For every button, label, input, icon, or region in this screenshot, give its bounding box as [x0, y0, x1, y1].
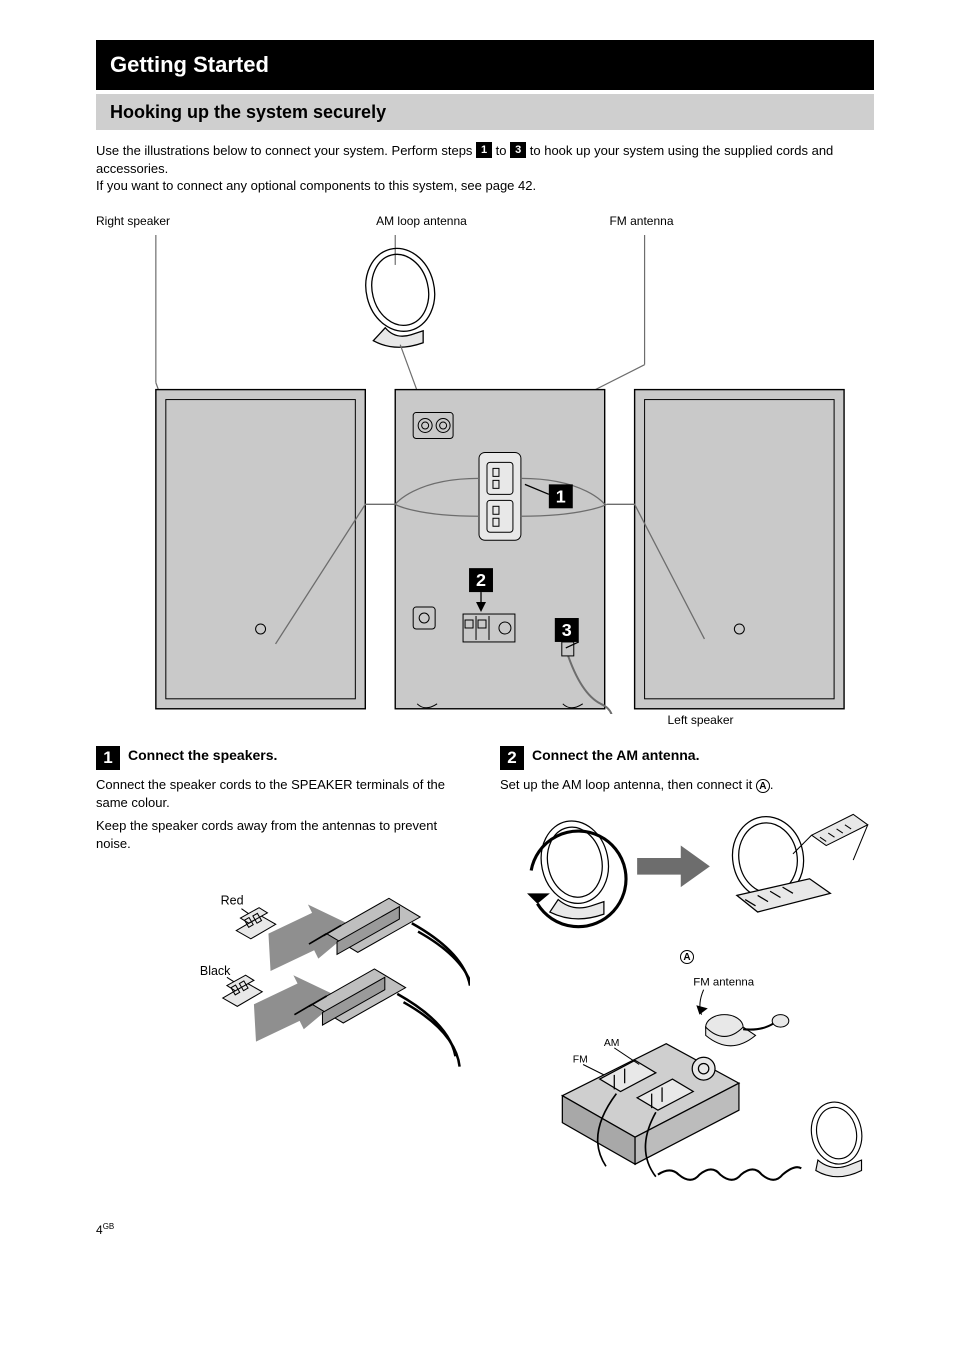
section-header: Getting Started: [96, 40, 874, 90]
left-speaker-box: [635, 389, 844, 708]
svg-text:2: 2: [476, 570, 486, 590]
ref-a-inline: A: [756, 779, 770, 793]
am-antenna-setup-svg: [500, 804, 874, 939]
am-antenna-terminal-svg: FM antenna: [500, 971, 874, 1189]
page-footer: 4GB: [96, 1222, 874, 1238]
step-2-body: Set up the AM loop antenna, then connect…: [500, 776, 874, 794]
step-1-column: 1 Connect the speakers. Connect the spea…: [96, 746, 470, 1193]
intro-pre: Use the illustrations below to connect y…: [96, 143, 476, 158]
label-am-antenna: AM loop antenna: [376, 213, 609, 229]
page-number: 4: [96, 1223, 103, 1237]
step-1-body: Connect the speaker cords to the SPEAKER…: [96, 776, 470, 811]
main-hookup-diagram: Right speaker AM loop antenna FM antenna: [96, 213, 874, 729]
step-2-number: 2: [500, 746, 524, 770]
subsection-header: Hooking up the system securely: [96, 94, 874, 130]
main-unit-box: [395, 389, 612, 713]
step-2-column: 2 Connect the AM antenna. Set up the AM …: [500, 746, 874, 1193]
caption-a: A: [500, 947, 874, 965]
intro-paragraph: Use the illustrations below to connect y…: [96, 142, 874, 195]
terminal-label-am: AM: [604, 1038, 620, 1049]
step-2-title: Connect the AM antenna.: [532, 746, 700, 765]
am-loop-antenna-icon: [357, 241, 443, 347]
step-1-number: 1: [96, 746, 120, 770]
svg-text:1: 1: [556, 486, 566, 506]
label-fm-antenna: FM antenna: [609, 213, 874, 229]
label-red: Red: [221, 893, 244, 907]
step-1-tip: Keep the speaker cords away from the ant…: [96, 817, 470, 852]
label-black: Black: [200, 964, 231, 978]
page-lang: GB: [103, 1222, 115, 1231]
hookup-svg: 1 2 3: [96, 235, 874, 714]
right-speaker-box: [156, 389, 365, 708]
intro-line2: If you want to connect any optional comp…: [96, 177, 874, 195]
step-ref-3: 3: [510, 142, 526, 158]
svg-text:3: 3: [562, 620, 572, 640]
intro-mid: to: [496, 143, 510, 158]
terminal-label-fm: FM: [573, 1054, 588, 1065]
speaker-terminal-svg: Red Black: [96, 863, 470, 1154]
step-ref-1: 1: [476, 142, 492, 158]
label-right-speaker: Right speaker: [96, 213, 376, 229]
label-left-speaker: Left speaker: [609, 712, 874, 728]
step-1-title: Connect the speakers.: [128, 746, 277, 765]
fm-antenna-note: FM antenna: [693, 977, 755, 989]
